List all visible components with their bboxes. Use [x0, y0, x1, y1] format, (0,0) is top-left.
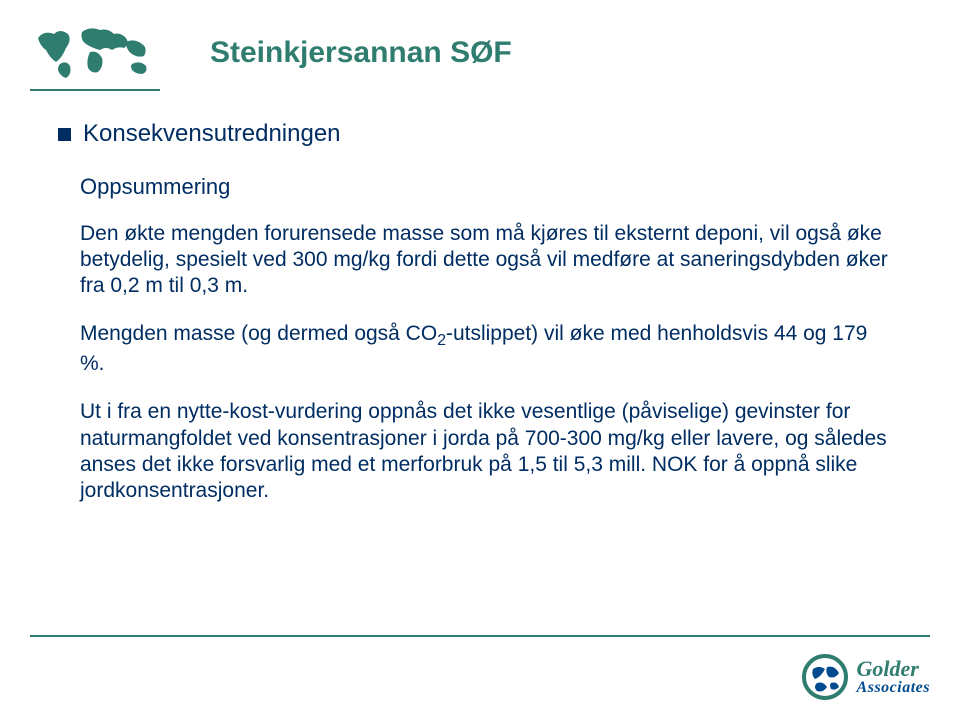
bullet-item: Konsekvensutredningen: [58, 119, 900, 149]
paragraph-1: Den økte mengden forurensede masse som m…: [80, 221, 890, 300]
footer-rule: [30, 635, 930, 637]
para2-pre: Mengden masse (og dermed også CO: [80, 322, 437, 345]
paragraph-3: Ut i fra en nytte-kost-vurdering oppnås …: [80, 399, 890, 504]
paragraph-2: Mengden masse (og dermed også CO2-utslip…: [80, 321, 890, 377]
globe-logo-icon: [801, 653, 849, 701]
slide-header: Steinkjersannan SØF: [0, 0, 960, 85]
bullet-label: Konsekvensutredningen: [83, 119, 341, 149]
logo-assoc: Associates: [857, 680, 930, 696]
world-map-icon: [30, 20, 160, 85]
logo-text: Golder Associates: [857, 658, 930, 696]
company-logo: Golder Associates: [801, 653, 930, 701]
subheading: Oppsummering: [80, 173, 900, 201]
logo-name: Golder: [857, 658, 930, 680]
para2-subscript: 2: [437, 332, 446, 349]
slide-title: Steinkjersannan SØF: [210, 36, 512, 70]
square-bullet-icon: [58, 128, 71, 141]
slide-body: Konsekvensutredningen Oppsummering Den ø…: [0, 91, 960, 504]
